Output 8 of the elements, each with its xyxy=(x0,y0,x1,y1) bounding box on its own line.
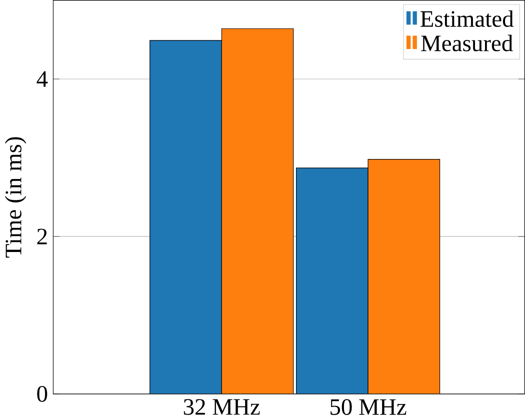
legend-label: Estimated xyxy=(420,10,514,27)
y-tick-label: 4 xyxy=(36,71,48,87)
y-tick-label: 2 xyxy=(37,228,47,244)
legend-label: Measured xyxy=(421,34,513,52)
y-axis-title: Time (in ms) xyxy=(4,137,26,258)
y-tick-label: 0 xyxy=(37,386,48,402)
x-tick-label: 32 MHz xyxy=(184,399,260,415)
x-tick-label: 50 MHz xyxy=(330,399,406,416)
